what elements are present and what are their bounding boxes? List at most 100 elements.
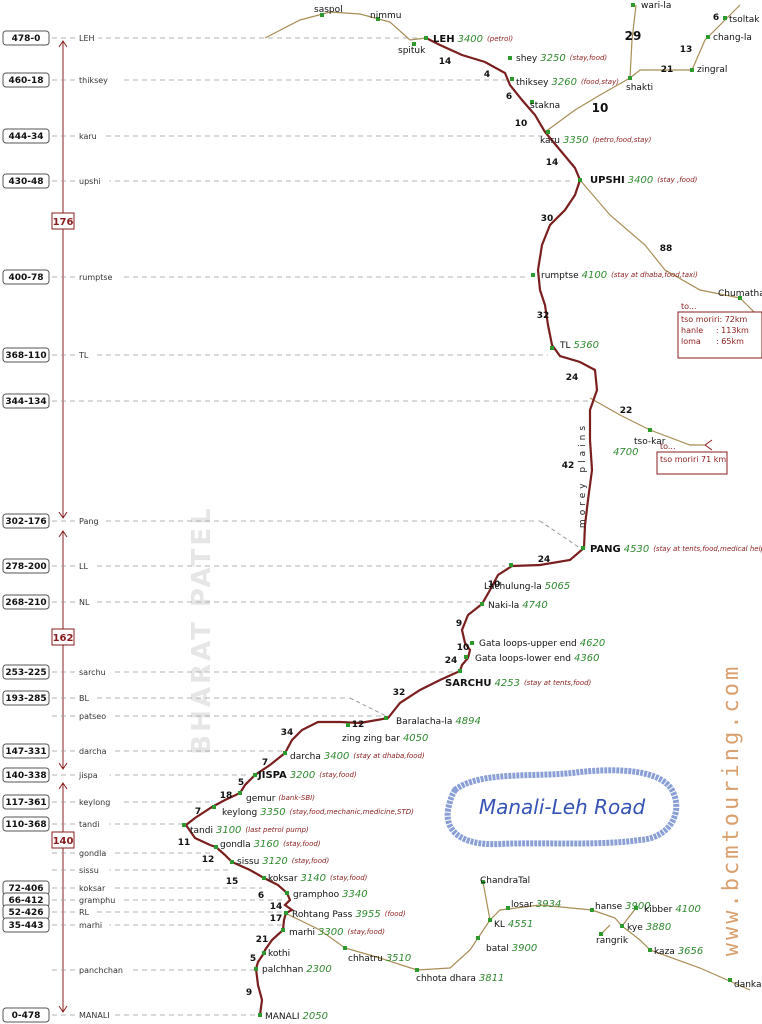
side-road: [621, 907, 637, 927]
guide-connector: [349, 697, 387, 717]
website: www.bcmtouring.com: [719, 664, 744, 956]
place-name: gemur: [246, 794, 276, 804]
place-note: (stay,food): [283, 840, 321, 848]
place-name: tsoltak: [729, 15, 760, 25]
place-name: Gata loops-upper end: [479, 639, 577, 649]
altitude: 4620: [580, 638, 605, 649]
place-note: (petrol): [487, 35, 513, 43]
scale-place-bg: [76, 710, 115, 722]
place-marker: [212, 805, 216, 809]
place-marker: [690, 68, 694, 72]
scale-place-bg: [76, 864, 110, 876]
total-box: [51, 831, 75, 849]
km-label: 268-210: [5, 598, 46, 608]
km-label: 117-361: [5, 798, 46, 808]
place-marker: [283, 751, 287, 755]
km-label: 278-200: [5, 562, 46, 572]
place-note: (bank-SBI): [278, 794, 315, 802]
place-name: JISPA: [257, 770, 287, 781]
km-label: 110-368: [5, 820, 46, 830]
km-label: 66-412: [8, 896, 43, 906]
info-box: [656, 451, 728, 475]
scale-place: sarchu: [79, 668, 106, 677]
place-note: (food): [385, 910, 406, 918]
distance: 6: [713, 13, 719, 23]
scale-place-bg: [76, 1009, 115, 1021]
place-name: gramphoo: [293, 890, 340, 900]
place-name: chhota dhara: [416, 974, 476, 984]
place-note: (food,stay): [581, 78, 619, 86]
place-marker: [578, 178, 582, 182]
altitude: 4100: [675, 904, 700, 915]
distance: 7: [262, 758, 268, 768]
distance: 34: [281, 728, 294, 738]
scale-place-bg: [76, 906, 93, 918]
km-box: [2, 1007, 50, 1023]
info-box: [677, 311, 762, 359]
place-name: tso-kar: [634, 437, 666, 447]
side-road: [629, 4, 637, 79]
distance: 24: [566, 373, 579, 383]
place-marker: [214, 845, 218, 849]
altitude: 3350: [260, 807, 285, 818]
info-line: loma : 65km: [681, 337, 744, 346]
place-marker: [458, 669, 462, 673]
section-total: 140: [53, 836, 74, 847]
km-label: 140-338: [5, 771, 46, 781]
km-box: [2, 816, 50, 832]
scale-place: koksar: [79, 884, 106, 893]
distance: 30: [541, 214, 554, 224]
info-line: tso moriri: 72km: [681, 315, 748, 324]
place-marker: [634, 906, 638, 910]
place-marker: [590, 908, 594, 912]
place-marker: [415, 968, 419, 972]
altitude: 3400: [324, 751, 349, 762]
distance: 5: [238, 778, 244, 788]
place-name: UPSHI: [590, 175, 625, 186]
place-note: (stay ,food): [657, 176, 697, 184]
distance: 18: [220, 791, 233, 801]
km-label: 147-331: [5, 747, 46, 757]
altitude: 3140: [301, 873, 326, 884]
km-label: 193-285: [5, 694, 46, 704]
place-marker: [510, 77, 514, 81]
place-marker: [648, 428, 652, 432]
place-name: losar: [511, 900, 533, 910]
km-box: [2, 269, 50, 285]
distance: 88: [660, 244, 673, 254]
scale-place: tandi: [79, 820, 99, 829]
altitude: 3300: [318, 927, 343, 938]
scale-place: karu: [79, 132, 97, 141]
km-box: [2, 690, 50, 706]
altitude: 3350: [563, 135, 588, 146]
scale-place: thiksey: [79, 76, 108, 85]
watermark: BHARAT PATEL: [187, 505, 217, 754]
info-heading: to...: [681, 302, 697, 311]
distance: 24: [445, 656, 458, 666]
info-heading: to...: [660, 442, 676, 451]
altitude: 3120: [262, 856, 287, 867]
km-label: 368-110: [5, 351, 46, 361]
title-blob: [444, 767, 680, 848]
distance: 14: [439, 57, 452, 67]
place-marker: [546, 130, 550, 134]
altitude: 4360: [574, 653, 599, 664]
place-marker: [230, 860, 234, 864]
altitude: 3900: [512, 943, 537, 954]
distance: 21: [661, 65, 674, 75]
distance: 11: [178, 838, 191, 848]
place-marker: [262, 951, 266, 955]
km-label: 460-18: [8, 76, 43, 86]
place-note: (stay at dhaba,food,taxi): [611, 271, 698, 279]
altitude: 2300: [306, 964, 331, 975]
place-name: darcha: [290, 752, 321, 762]
distance: 10: [457, 643, 470, 653]
distance: 5: [250, 954, 256, 964]
place-name: Baralacha-la: [396, 717, 452, 727]
place-name: koksar: [268, 874, 298, 884]
distance: 10: [515, 119, 528, 129]
scale-place: keylong: [79, 798, 110, 807]
scale-place-bg: [76, 769, 110, 781]
